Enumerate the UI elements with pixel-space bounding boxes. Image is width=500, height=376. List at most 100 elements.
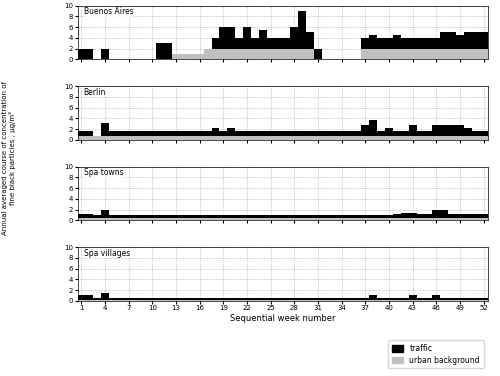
- Bar: [204, 300, 212, 301]
- Bar: [148, 131, 156, 136]
- Bar: [196, 131, 203, 136]
- Bar: [235, 131, 243, 136]
- Legend: traffic, urban background: traffic, urban background: [388, 341, 484, 368]
- Bar: [416, 300, 424, 301]
- Bar: [377, 136, 385, 140]
- Bar: [432, 296, 440, 300]
- Bar: [338, 131, 345, 136]
- Bar: [448, 125, 456, 136]
- Bar: [86, 49, 94, 59]
- Bar: [362, 136, 369, 140]
- Bar: [282, 218, 290, 220]
- Bar: [330, 298, 338, 300]
- Bar: [346, 131, 354, 136]
- Bar: [251, 49, 259, 59]
- Bar: [220, 27, 228, 49]
- Bar: [101, 300, 109, 301]
- Bar: [125, 298, 132, 300]
- Bar: [480, 298, 488, 300]
- Bar: [369, 35, 377, 49]
- Bar: [377, 49, 385, 59]
- Bar: [94, 218, 101, 220]
- Bar: [480, 218, 488, 220]
- Bar: [298, 298, 306, 300]
- Bar: [416, 131, 424, 136]
- Bar: [164, 218, 172, 220]
- Bar: [164, 300, 172, 301]
- Bar: [369, 49, 377, 59]
- Bar: [290, 300, 298, 301]
- Bar: [188, 136, 196, 140]
- Bar: [314, 136, 322, 140]
- Bar: [385, 49, 393, 59]
- Bar: [424, 136, 432, 140]
- Bar: [306, 49, 314, 59]
- Bar: [180, 131, 188, 136]
- Bar: [204, 298, 212, 300]
- Bar: [282, 215, 290, 218]
- Bar: [259, 215, 266, 218]
- Bar: [393, 300, 401, 301]
- Bar: [220, 136, 228, 140]
- Bar: [298, 136, 306, 140]
- Bar: [266, 136, 274, 140]
- Bar: [338, 300, 345, 301]
- Bar: [338, 298, 345, 300]
- Bar: [401, 38, 408, 49]
- Bar: [86, 296, 94, 300]
- Bar: [212, 215, 220, 218]
- Bar: [393, 35, 401, 49]
- Bar: [393, 136, 401, 140]
- Bar: [156, 298, 164, 300]
- Bar: [164, 136, 172, 140]
- Bar: [448, 214, 456, 218]
- Bar: [369, 120, 377, 136]
- Bar: [480, 214, 488, 218]
- Bar: [101, 123, 109, 136]
- Bar: [440, 136, 448, 140]
- Bar: [117, 298, 125, 300]
- Bar: [94, 136, 101, 140]
- Bar: [408, 38, 416, 49]
- Bar: [212, 298, 220, 300]
- Bar: [148, 298, 156, 300]
- Bar: [266, 131, 274, 136]
- Bar: [314, 298, 322, 300]
- Bar: [235, 49, 243, 59]
- Bar: [314, 131, 322, 136]
- Bar: [385, 38, 393, 49]
- Bar: [440, 125, 448, 136]
- Bar: [188, 215, 196, 218]
- Bar: [306, 298, 314, 300]
- Bar: [180, 136, 188, 140]
- Bar: [274, 49, 282, 59]
- Bar: [362, 38, 369, 49]
- Bar: [322, 136, 330, 140]
- Bar: [274, 215, 282, 218]
- Bar: [330, 136, 338, 140]
- Bar: [274, 298, 282, 300]
- Bar: [125, 136, 132, 140]
- Bar: [290, 27, 298, 49]
- Bar: [188, 54, 196, 59]
- Bar: [251, 300, 259, 301]
- Bar: [385, 136, 393, 140]
- Bar: [282, 298, 290, 300]
- Bar: [78, 296, 86, 300]
- Bar: [228, 27, 235, 49]
- Bar: [464, 128, 471, 136]
- Bar: [125, 215, 132, 218]
- Bar: [78, 131, 86, 136]
- Text: Spa towns: Spa towns: [84, 168, 124, 177]
- Bar: [401, 213, 408, 218]
- Bar: [472, 218, 480, 220]
- Bar: [448, 218, 456, 220]
- Bar: [456, 218, 464, 220]
- Bar: [362, 215, 369, 218]
- Bar: [290, 136, 298, 140]
- Bar: [346, 218, 354, 220]
- Bar: [448, 32, 456, 49]
- Bar: [132, 215, 140, 218]
- Bar: [266, 300, 274, 301]
- Bar: [164, 43, 172, 59]
